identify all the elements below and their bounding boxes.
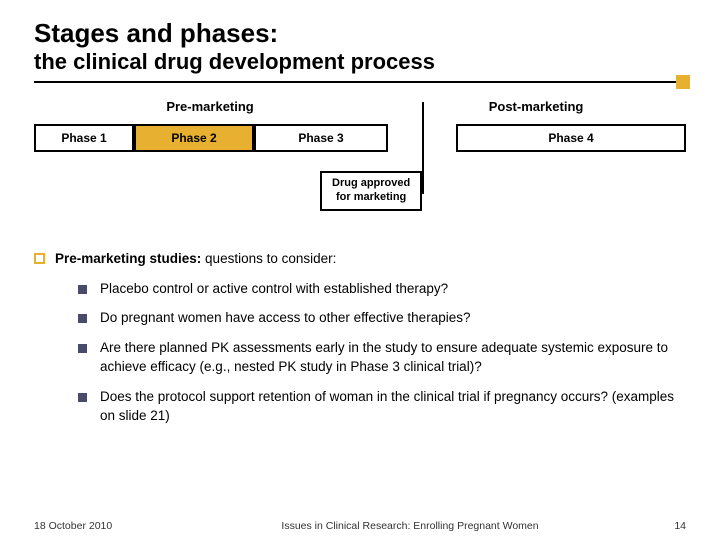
questions-list: Placebo control or active control with e… bbox=[78, 279, 686, 426]
phase-3-box: Phase 3 bbox=[254, 124, 388, 152]
list-item: Do pregnant women have access to other e… bbox=[78, 308, 686, 328]
list-item: Does the protocol support retention of w… bbox=[78, 387, 686, 426]
title-sub: the clinical drug development process bbox=[34, 49, 686, 75]
footer-date: 18 October 2010 bbox=[34, 520, 174, 532]
approval-divider bbox=[388, 124, 456, 152]
phase-4-box: Phase 4 bbox=[456, 124, 686, 152]
drug-approved-box: Drug approved for marketing bbox=[320, 171, 422, 211]
lead-bold: Pre-marketing studies: bbox=[55, 251, 201, 266]
hollow-bullet-icon bbox=[34, 253, 45, 264]
list-item: Are there planned PK assessments early i… bbox=[78, 338, 686, 377]
footer-title: Issues in Clinical Research: Enrolling P… bbox=[174, 520, 646, 532]
phase-2-box: Phase 2 bbox=[134, 124, 254, 152]
label-post-marketing: Post-marketing bbox=[386, 99, 686, 114]
phase-1-box: Phase 1 bbox=[34, 124, 134, 152]
approved-line1: Drug approved bbox=[332, 177, 410, 191]
lead-line: Pre-marketing studies: questions to cons… bbox=[34, 249, 686, 269]
approved-line2: for marketing bbox=[332, 191, 410, 205]
title-main: Stages and phases: bbox=[34, 18, 686, 49]
title-rule bbox=[34, 81, 686, 83]
lead-rest: questions to consider: bbox=[201, 251, 336, 266]
footer-page-number: 14 bbox=[646, 520, 686, 532]
slide-footer: 18 October 2010 Issues in Clinical Resea… bbox=[0, 520, 720, 532]
phase-diagram: Pre-marketing Post-marketing Phase 1 Pha… bbox=[34, 99, 686, 239]
label-pre-marketing: Pre-marketing bbox=[34, 99, 386, 114]
list-item: Placebo control or active control with e… bbox=[78, 279, 686, 299]
approval-vertical-line bbox=[422, 102, 424, 194]
